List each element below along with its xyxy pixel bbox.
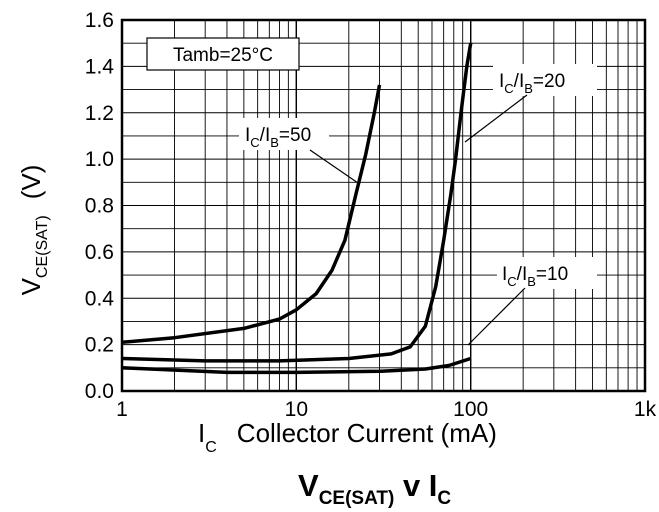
y-tick-label: 0.6 (85, 241, 114, 264)
series-lines (121, 42, 473, 375)
annotation-label: IC/IB=50 (245, 125, 311, 150)
temperature-box (146, 37, 300, 71)
y-tick-label: 0.2 (85, 334, 114, 357)
temperature-label: Tamb=25°C (173, 45, 273, 66)
annotation-label: IC/IB=10 (502, 264, 568, 289)
annotation-ic-ib-20: IC/IB=20 (464, 64, 597, 143)
tick-labels: 1 10 100 1k 0.0 0.2 0.4 0.6 0.8 1.0 1.2 1.4 1.6 (85, 9, 657, 421)
chart-title: VCE(SAT) v IC (298, 468, 451, 509)
series-line-ic-ib-10 (121, 356, 472, 375)
annotation-bg (239, 118, 329, 150)
plot-frame (120, 18, 647, 393)
x-tick-label: 10 (285, 398, 308, 421)
leader-line (464, 94, 528, 143)
y-axis-label: VCE(SAT)(V) (16, 165, 51, 296)
annotation-bg (493, 64, 597, 96)
x-tick-label: 1k (634, 398, 657, 421)
y-tick-label: 1.2 (85, 102, 114, 125)
leader-line (467, 287, 526, 346)
x-tick-label: 1 (116, 398, 128, 421)
y-tick-label: 0.8 (85, 195, 114, 218)
y-tick-label: 1.4 (85, 55, 115, 78)
x-axis-label: IC Collector Current (mA) (198, 418, 497, 456)
series-line-ic-ib-50 (121, 84, 382, 345)
annotation-bg (497, 257, 597, 289)
y-tick-label: 0.0 (85, 380, 114, 403)
y-tick-label: 0.4 (85, 287, 115, 310)
annotation-ic-ib-50: IC/IB=50 (239, 118, 359, 184)
x-tick-label: 100 (453, 398, 488, 421)
annotation-label: IC/IB=20 (499, 71, 565, 96)
leader-line (309, 149, 359, 184)
y-tick-label: 1.0 (85, 148, 114, 171)
y-tick-label: 1.6 (85, 9, 114, 32)
temperature-annotation: Tamb=25°C (146, 37, 300, 71)
annotation-ic-ib-10: IC/IB=10 (467, 257, 597, 346)
series-line-ic-ib-20 (121, 42, 473, 363)
